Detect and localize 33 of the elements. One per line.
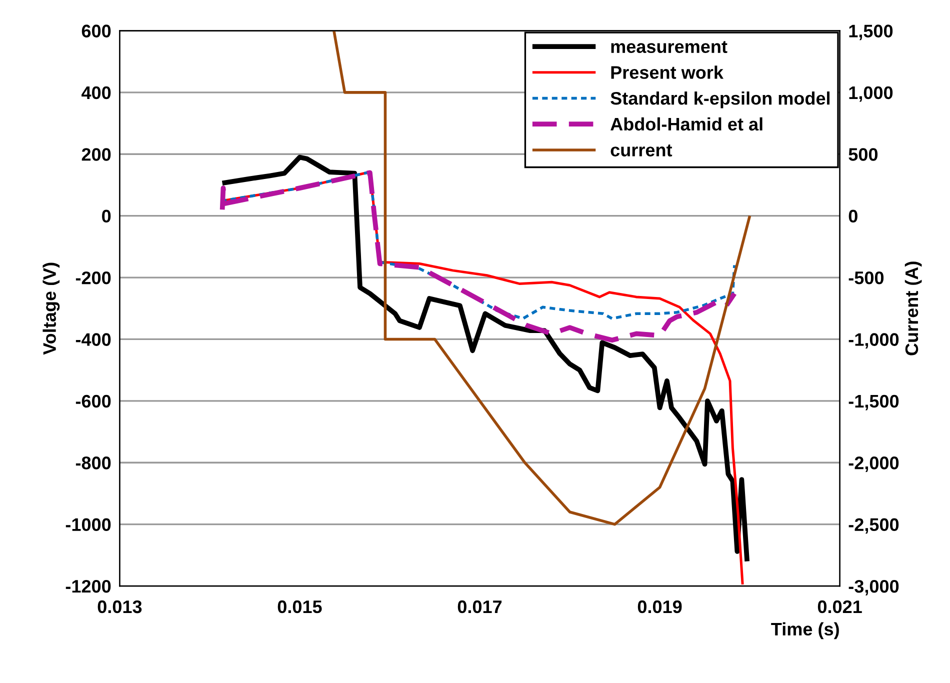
y-tick-label: 600 [82,24,111,38]
legend-label: Present work [611,66,724,79]
y2-tick-label: -500 [848,271,884,284]
x-tick-label: 0.017 [458,600,502,614]
y-tick-label: -1200 [66,580,111,593]
y-tick-label: -400 [76,333,111,346]
legend-label: current [610,144,672,156]
y-tick-label: -1000 [66,518,111,532]
x-tick-label: 0.019 [638,600,682,614]
legend-label: Abdol-Hamid et al [610,117,762,131]
y2-axis-title: Current (A) [904,262,922,356]
legend-label: Standard k-epsilon model [610,91,830,108]
y2-tick-label: -3,000 [848,580,899,596]
y-tick-label: 0 [102,210,111,223]
y2-tick-label: 1,500 [849,24,893,40]
x-tick-label: 0.015 [278,600,322,614]
y2-tick-label: -1,000 [848,333,899,349]
y2-tick-label: -1,500 [848,394,899,410]
y-tick-label: -600 [76,394,111,408]
legend-label: measurement [611,41,728,54]
y2-tick-label: 1,000 [849,86,893,102]
y-tick-label: -200 [76,271,111,284]
x-tick-label: 0.013 [98,600,142,614]
y-tick-label: 400 [82,86,111,100]
y-tick-label: -800 [76,456,111,470]
x-tick-label: 0.021 [818,600,862,614]
y2-tick-label: -2,500 [848,518,899,534]
y2-tick-label: -2,000 [848,456,899,472]
y-axis-title: Voltage (V) [42,262,60,355]
y2-tick-label: 500 [848,148,878,161]
y2-tick-label: 0 [848,210,858,223]
y-tick-label: 200 [82,148,111,161]
x-axis-title: Time (s) [771,622,839,640]
